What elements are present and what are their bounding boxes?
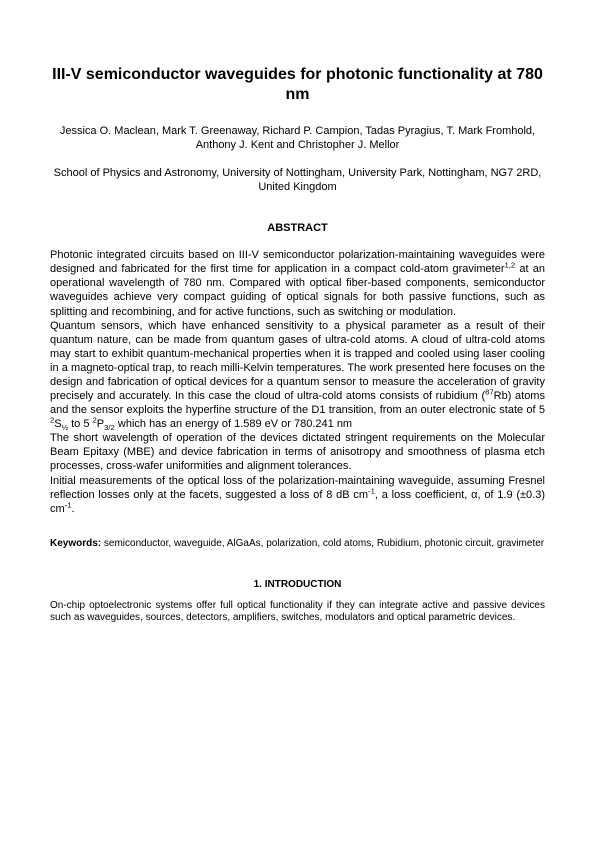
section-heading-introduction: 1. INTRODUCTION <box>50 579 545 590</box>
introduction-paragraph-1: On-chip optoelectronic systems offer ful… <box>50 600 545 626</box>
unit-superscript: -1 <box>368 486 375 495</box>
citation-superscript: 1,2 <box>505 261 516 270</box>
keywords-text: semiconductor, waveguide, AlGaAs, polari… <box>101 538 544 549</box>
abstract-text: which has an energy of 1.589 eV or 780.2… <box>115 418 352 430</box>
abstract-paragraph-4: Initial measurements of the optical loss… <box>50 474 545 516</box>
paper-title: III-V semiconductor waveguides for photo… <box>50 65 545 106</box>
author-list: Jessica O. Maclean, Mark T. Greenaway, R… <box>50 124 545 152</box>
abstract-text: to 5 <box>68 418 92 430</box>
keywords-label: Keywords: <box>50 538 101 549</box>
abstract-text: Photonic integrated circuits based on II… <box>50 249 545 275</box>
isotope-superscript: 87 <box>485 387 494 396</box>
keywords-line: Keywords: semiconductor, waveguide, AlGa… <box>50 538 545 551</box>
unit-superscript: -1 <box>65 500 72 509</box>
abstract-paragraph-3: The short wavelength of operation of the… <box>50 431 545 473</box>
affiliation: School of Physics and Astronomy, Univers… <box>50 166 545 194</box>
abstract-text: S <box>54 418 61 430</box>
abstract-text: Quantum sensors, which have enhanced sen… <box>50 320 545 402</box>
abstract-paragraph-1: Photonic integrated circuits based on II… <box>50 248 545 318</box>
abstract-paragraph-2: Quantum sensors, which have enhanced sen… <box>50 319 545 432</box>
abstract-text: . <box>72 503 75 515</box>
abstract-heading: ABSTRACT <box>50 222 545 234</box>
